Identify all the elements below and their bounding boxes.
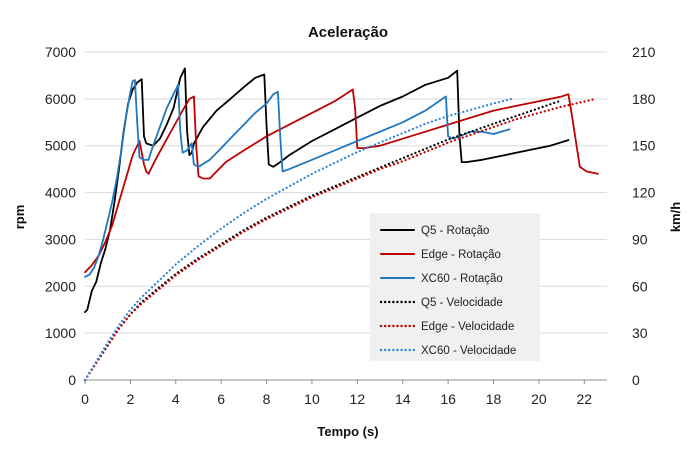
legend-box xyxy=(370,213,540,361)
series-line-5 xyxy=(83,97,513,382)
legend-label: Q5 - Rotação xyxy=(421,225,489,237)
legend-label: Q5 - Velocidade xyxy=(421,297,503,309)
y2-axis-title: km/h xyxy=(668,202,683,232)
x-tick-label: 4 xyxy=(172,391,180,407)
y-tick-label: 3000 xyxy=(45,231,76,247)
legend-label: Edge - Velocidade xyxy=(421,321,514,333)
y-tick-label: 6000 xyxy=(45,91,76,107)
y2-tick-label: 60 xyxy=(632,278,648,294)
legend: Q5 - Rotação Edge - Rotação XC60 - Rotação… xyxy=(370,213,540,361)
x-tick-label: 16 xyxy=(440,391,456,407)
x-axis-title: Tempo (s) xyxy=(317,424,378,439)
y-tick-label: 1000 xyxy=(45,325,76,341)
y2-tick-label: 180 xyxy=(632,91,656,107)
x-tick-label: 14 xyxy=(395,391,411,407)
x-tick-label: 20 xyxy=(531,391,547,407)
chart-title: Aceleração xyxy=(308,24,388,41)
y-axis-title: rpm xyxy=(12,205,27,230)
y2-tick-label: 120 xyxy=(632,185,656,201)
series-line-1 xyxy=(84,88,599,274)
x-tick-label: 6 xyxy=(217,391,225,407)
legend-label: Edge - Rotação xyxy=(421,249,501,261)
y2-tick-label: 150 xyxy=(632,138,656,154)
axes: 0100020003000400050006000700003060901201… xyxy=(45,44,656,407)
series-line-4 xyxy=(83,97,597,382)
legend-label: XC60 - Rotação xyxy=(421,273,503,285)
legend-label: XC60 - Velocidade xyxy=(421,345,516,357)
x-tick-label: 12 xyxy=(350,391,366,407)
y-tick-label: 4000 xyxy=(45,185,76,201)
x-tick-label: 10 xyxy=(304,391,320,407)
x-tick-label: 0 xyxy=(81,391,89,407)
y-tick-label: 2000 xyxy=(45,278,76,294)
x-tick-label: 8 xyxy=(263,391,271,407)
y2-tick-label: 210 xyxy=(632,44,656,60)
y2-tick-label: 90 xyxy=(632,231,648,247)
y2-tick-label: 30 xyxy=(632,325,648,341)
y-tick-label: 5000 xyxy=(45,138,76,154)
x-tick-label: 18 xyxy=(486,391,502,407)
y-tick-label: 0 xyxy=(68,372,76,388)
x-tick-label: 22 xyxy=(577,391,593,407)
series-lines xyxy=(83,67,599,382)
series-line-2 xyxy=(84,79,511,278)
y2-tick-label: 0 xyxy=(632,372,640,388)
gridlines xyxy=(85,51,607,334)
x-tick-label: 2 xyxy=(126,391,134,407)
y-tick-label: 7000 xyxy=(45,44,76,60)
